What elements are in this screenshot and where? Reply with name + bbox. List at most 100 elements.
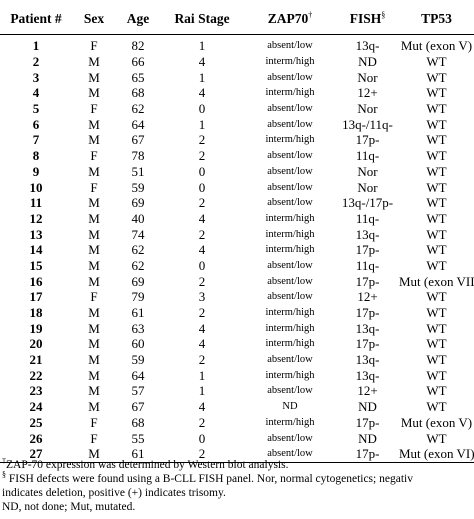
cell-rai-stage: 1	[198, 69, 206, 85]
cell-rai-stage: 2	[160, 445, 244, 463]
cell-sex: M	[72, 445, 116, 463]
cell-patient-number: 14	[29, 242, 43, 258]
cell-fish: 13q-/17p-	[341, 195, 394, 211]
cell-rai-stage: 1	[198, 38, 206, 54]
table-row: 1 F 82 1 absent/low 13q- Mut (exon V)	[0, 35, 474, 54]
cell-zap70: absent/low	[267, 118, 313, 130]
header-row: Patient # Sex Age Rai Stage ZAP70† FISH§…	[0, 4, 474, 35]
cell-age: 61	[116, 445, 160, 463]
cell-tp53: WT	[426, 148, 447, 164]
header-fish-label: FISH	[349, 11, 382, 26]
cell-patient-number: 1	[32, 38, 40, 54]
cell-tp53: WT	[426, 195, 447, 211]
cell-zap70: absent/low	[267, 150, 313, 162]
cell-patient-number: 23	[29, 383, 43, 399]
cell-patient-number: 25	[29, 414, 43, 430]
cell-rai-stage: 2	[198, 273, 206, 289]
cell-patient-number: 2	[32, 54, 40, 70]
cell-age: 65	[131, 69, 145, 85]
cell-sex: M	[88, 305, 100, 321]
footnote-abbreviations: ND, not done; Mut, mutated.	[2, 501, 136, 513]
cell-tp53: WT	[426, 336, 447, 352]
cell-fish: 17p-	[355, 305, 380, 321]
cell-tp53: Mut (exon VI)	[399, 445, 474, 463]
cell-age: 62	[131, 101, 145, 117]
cell-zap70: absent/low	[267, 354, 313, 366]
table-row: 9 M 51 0 absent/low Nor WT	[0, 164, 474, 180]
cell-rai-stage: 2	[198, 226, 206, 242]
cell-fish: 12+	[357, 289, 378, 305]
cell-patient-number: 4	[32, 85, 40, 101]
footnote-section-mark: §	[2, 470, 6, 480]
cell-sex: M	[88, 195, 100, 211]
cell-tp53: WT	[426, 101, 447, 117]
table-row: 20 M 60 4 interm/high 17p- WT	[0, 336, 474, 352]
cell-zap70: interm/high	[265, 307, 315, 319]
cell-tp53: Mut (exon V)	[400, 38, 473, 54]
cell-tp53: WT	[426, 163, 447, 179]
cell-patient-number: 16	[29, 273, 43, 289]
cell-zap70: absent/low	[267, 291, 313, 303]
table-row: 27 M 61 2 absent/low 17p- Mut (exon VI)	[0, 445, 474, 463]
cell-age: 64	[131, 367, 145, 383]
cell-fish: 17p-	[336, 445, 399, 463]
table-row: 26 F 55 0 absent/low ND WT	[0, 430, 474, 446]
footnotes: †ZAP-70 expression was determined by Wes…	[2, 458, 474, 514]
cell-zap70: absent/low	[267, 40, 313, 52]
cell-patient-number: 13	[29, 226, 43, 242]
cell-age: 74	[131, 226, 145, 242]
cell-tp53: WT	[426, 383, 447, 399]
footnote-zap70: †ZAP-70 expression was determined by Wes…	[2, 458, 474, 472]
cell-patient-number: 20	[29, 336, 43, 352]
cell-sex: M	[88, 367, 100, 383]
cell-tp53: WT	[426, 226, 447, 242]
cell-zap70: absent/low	[267, 71, 313, 83]
cell-sex: M	[88, 320, 100, 336]
cell-sex: M	[88, 383, 100, 399]
cell-age: 59	[131, 352, 145, 368]
cell-rai-stage: 4	[198, 336, 206, 352]
cell-fish: 11q-	[355, 210, 380, 226]
cell-fish: Nor	[357, 101, 378, 117]
cell-patient-number: 8	[32, 148, 40, 164]
cell-zap70: interm/high	[265, 228, 315, 240]
cell-fish: 17p-	[355, 414, 380, 430]
table-row: 11 M 69 2 absent/low 13q-/17p- WT	[0, 195, 474, 211]
cell-age: 67	[131, 132, 145, 148]
cell-rai-stage: 0	[198, 257, 206, 273]
table-row: 13 M 74 2 interm/high 13q- WT	[0, 226, 474, 242]
cell-rai-stage: 4	[198, 85, 206, 101]
cell-sex: M	[88, 399, 100, 415]
cell-age: 69	[131, 273, 145, 289]
table-row: 14 M 62 4 interm/high 17p- WT	[0, 242, 474, 258]
cell-age: 78	[131, 148, 145, 164]
cell-fish: 13q-	[355, 367, 380, 383]
patient-table: Patient # Sex Age Rai Stage ZAP70† FISH§…	[0, 4, 474, 463]
cell-fish: 11q-	[355, 148, 380, 164]
cell-fish: 17p-	[355, 336, 380, 352]
cell-patient-number: 18	[29, 305, 43, 321]
cell-sex: M	[88, 85, 100, 101]
cell-fish: 17p-	[355, 242, 380, 258]
cell-rai-stage: 1	[198, 367, 206, 383]
cell-zap70: absent/low	[267, 275, 313, 287]
cell-tp53: WT	[426, 289, 447, 305]
cell-tp53: WT	[426, 85, 447, 101]
cell-zap70: absent/low	[267, 197, 313, 209]
footnote-zap70-text: ZAP-70 expression was determined by West…	[6, 459, 289, 471]
header-patient: Patient #	[0, 4, 72, 35]
cell-age: 61	[131, 305, 145, 321]
cell-patient-number: 27	[0, 445, 72, 463]
cell-fish: 13q-	[355, 38, 380, 54]
table-row: 16 M 69 2 absent/low 17p- Mut (exon VII)	[0, 273, 474, 289]
cell-zap70: absent/low	[267, 432, 313, 444]
table-row: 7 M 67 2 interm/high 17p- WT	[0, 132, 474, 148]
footnote-dagger-mark: †	[2, 458, 6, 466]
cell-rai-stage: 2	[198, 352, 206, 368]
header-rai-stage: Rai Stage	[160, 4, 244, 35]
cell-rai-stage: 1	[198, 383, 206, 399]
table-row: 5 F 62 0 absent/low Nor WT	[0, 101, 474, 117]
cell-age: 79	[131, 289, 145, 305]
cell-rai-stage: 0	[198, 101, 206, 117]
